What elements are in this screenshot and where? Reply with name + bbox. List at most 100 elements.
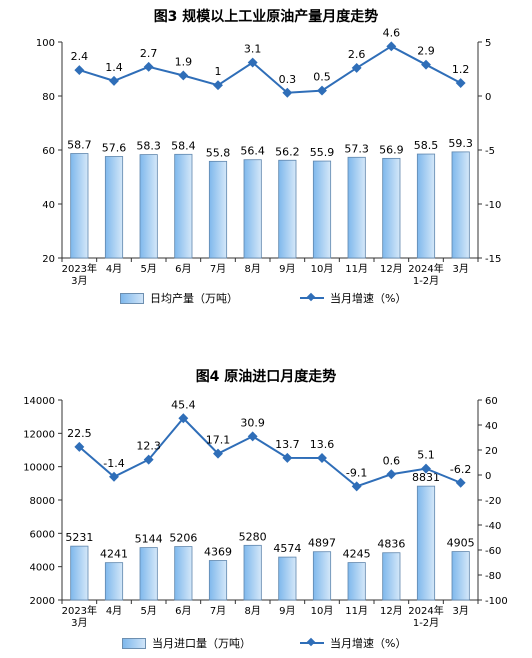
bar	[208, 160, 228, 259]
right-tick-label: 0	[485, 92, 491, 103]
x-tick-label: 6月	[175, 263, 191, 275]
crude-oil-production-chart: 图3 规模以上工业原油产量月度走势 20 40 60 80 100 -15 -10 -5 0 5 2…	[0, 0, 532, 320]
left-tick-label: 14000	[23, 396, 55, 407]
x-tick-label: 5月	[140, 605, 156, 617]
right-tick-label: -20	[485, 496, 501, 507]
bar	[278, 159, 297, 259]
legend-bar-swatch	[122, 637, 146, 649]
x-tick-label: 8月	[244, 263, 260, 275]
left-tick-label: 6000	[30, 529, 55, 540]
x-tick-label: 5月	[140, 263, 156, 275]
left-tick-label: 40	[42, 200, 55, 211]
bar-value-label: 58.4	[171, 139, 196, 152]
legend-line-swatch	[300, 642, 324, 644]
bar-value-label: 8831	[412, 471, 440, 484]
growth-value-label: 12.3	[136, 440, 161, 453]
left-tick-label: 4000	[30, 563, 55, 574]
bar-value-label: 57.3	[344, 142, 369, 155]
growth-point	[213, 448, 223, 459]
x-tick-label: 2024年	[408, 604, 443, 617]
bar	[312, 551, 332, 601]
growth-value-label: 45.4	[171, 398, 196, 411]
bar	[70, 153, 89, 259]
growth-point	[74, 65, 85, 76]
growth-value-label: 0.3	[279, 73, 297, 86]
bar	[382, 157, 401, 259]
bar	[174, 153, 193, 259]
right-tick-label: 0	[485, 471, 491, 482]
legend-line-label: 当月增速（%）	[330, 292, 407, 305]
bar	[347, 562, 366, 601]
growth-point	[317, 85, 327, 96]
growth-line	[79, 45, 462, 94]
right-tick-label: -15	[485, 254, 501, 265]
growth-point	[386, 41, 397, 52]
x-tick-label: 7月	[210, 263, 226, 275]
left-tick-label: 100	[36, 38, 55, 49]
growth-value-label: 2.6	[348, 48, 366, 61]
bar-value-label: 4245	[343, 548, 371, 561]
bar-value-label: 56.4	[240, 145, 265, 158]
x-tick-label: 11月	[345, 605, 368, 617]
bar-value-label: 5280	[239, 530, 267, 543]
growth-point	[455, 78, 466, 88]
growth-value-label: 2.9	[417, 45, 435, 58]
right-tick-label: -5	[485, 146, 495, 157]
bar	[243, 159, 262, 259]
right-tick-label: -60	[485, 546, 501, 557]
left-tick-label: 80	[42, 92, 55, 103]
x-tick-label: 11月	[345, 263, 368, 275]
bar	[451, 551, 470, 601]
x-tick-label: 2023年	[62, 262, 97, 275]
bar-value-label: 56.2	[275, 145, 300, 158]
growth-line	[78, 416, 462, 488]
bar	[451, 151, 470, 259]
growth-value-label: 2.4	[71, 50, 89, 63]
legend-bar: 当月进口量（万吨）	[122, 635, 251, 651]
bar-value-label: 5144	[135, 533, 163, 546]
x-tick-label: 10月	[311, 263, 334, 275]
growth-value-label: -1.4	[103, 457, 124, 470]
chart2-plot: 2000 4000 6000 8000 10000 12000 14000 -100 -80 -6…	[23, 396, 508, 629]
crude-oil-import-chart: 图4 原油进口月度走势 2000 4000 6000 8000 10000 12000 14…	[0, 330, 532, 658]
legend-line: 当月增速（%）	[300, 290, 406, 306]
growth-value-label: 1.9	[175, 55, 193, 68]
chart-title: 图4 原油进口月度走势	[195, 369, 337, 385]
x-tick-label: 2024年	[408, 262, 443, 275]
x-tick-label: 4月	[106, 605, 122, 617]
bar-value-label: 4369	[204, 546, 232, 559]
bar	[139, 547, 158, 601]
legend-line: 当月增速（%）	[300, 635, 406, 651]
x-tick-label: 4月	[106, 263, 122, 275]
bar-value-label: 55.8	[206, 146, 231, 159]
left-tick-label: 10000	[23, 463, 55, 474]
bar-value-label: 55.9	[310, 146, 335, 159]
x-tick-label: 7月	[210, 605, 226, 617]
x-tick-label: 3月	[452, 263, 468, 275]
bar	[70, 545, 89, 601]
left-tick-label: 12000	[23, 429, 55, 440]
bar	[208, 560, 228, 601]
right-tick-label: -80	[485, 571, 501, 582]
x-tick-label: 3月	[452, 605, 468, 617]
legend-bar-swatch	[120, 292, 144, 304]
growth-point	[143, 61, 154, 72]
growth-value-label: 13.6	[310, 438, 335, 451]
left-tick-label: 2000	[30, 596, 55, 607]
growth-value-label: -9.1	[346, 466, 367, 479]
right-tick-label: 20	[485, 446, 498, 457]
growth-value-label: 1	[215, 65, 222, 78]
left-tick-label: 60	[42, 146, 55, 157]
x-tick-label: 6月	[175, 605, 191, 617]
growth-point	[247, 431, 258, 442]
right-tick-label: 5	[485, 38, 491, 49]
legend-bar-label: 日均产量（万吨）	[150, 292, 238, 305]
x-tick-label: 3月	[71, 275, 87, 287]
bar-value-label: 59.3	[448, 137, 473, 150]
right-tick-label: 60	[485, 396, 498, 407]
growth-value-label: 4.6	[383, 26, 401, 39]
bar-value-label: 58.5	[414, 139, 439, 152]
bar-value-label: 4836	[377, 538, 405, 551]
x-tick-label: 1-2月	[413, 617, 439, 629]
